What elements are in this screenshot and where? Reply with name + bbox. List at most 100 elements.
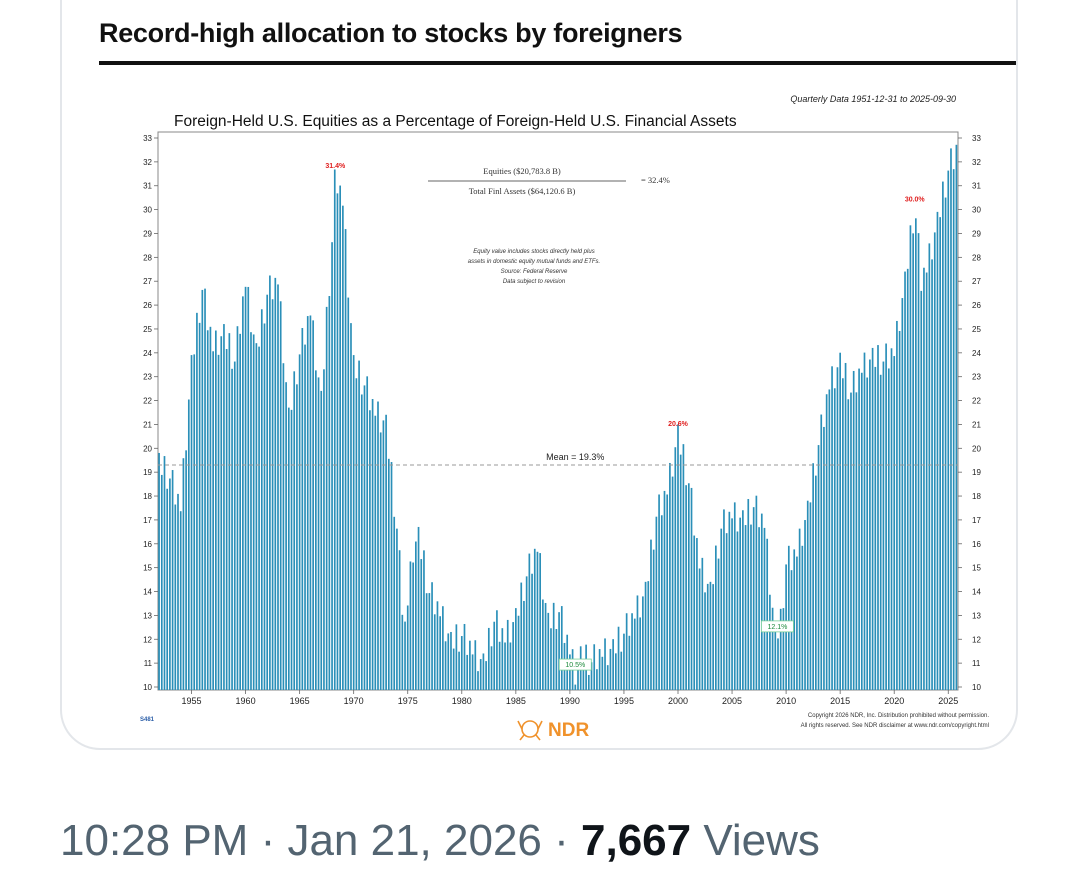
y-tick-label-right: 25 — [972, 325, 981, 334]
bar — [806, 500, 809, 690]
bar — [620, 651, 623, 690]
bar — [350, 323, 352, 690]
bar — [952, 169, 955, 690]
bar — [931, 259, 933, 690]
bar — [723, 509, 725, 690]
bar — [577, 664, 579, 690]
bar — [836, 367, 839, 690]
bar — [160, 474, 163, 690]
y-tick-label-right: 27 — [972, 277, 981, 286]
bar — [315, 370, 317, 690]
bar — [766, 538, 769, 690]
bar — [312, 320, 314, 690]
bar — [639, 617, 641, 690]
bar — [855, 392, 858, 690]
bar — [825, 394, 828, 690]
bar — [863, 352, 866, 690]
bar — [212, 351, 214, 690]
bar — [782, 608, 785, 690]
bar — [920, 290, 923, 690]
bar — [917, 233, 920, 690]
bar — [233, 361, 236, 690]
bar — [255, 343, 258, 690]
bar — [904, 271, 906, 690]
formula-result: = 32.4% — [641, 175, 670, 185]
bar — [882, 361, 885, 690]
bar — [898, 330, 901, 690]
bar — [423, 550, 425, 690]
bar — [844, 362, 847, 690]
x-tick-label: 1975 — [398, 696, 418, 706]
bar — [582, 665, 585, 690]
headline-rule — [99, 61, 1016, 65]
bar — [842, 378, 844, 690]
bar — [609, 648, 612, 690]
bar — [885, 343, 887, 690]
bar — [479, 659, 482, 690]
bar — [404, 621, 406, 690]
bar — [606, 665, 609, 690]
annotation-label: 30.0% — [905, 197, 926, 204]
bar — [358, 360, 360, 690]
bar — [442, 606, 444, 690]
bar — [223, 324, 225, 690]
bar — [220, 336, 223, 690]
bar — [228, 333, 231, 690]
bar — [852, 370, 855, 690]
bar — [823, 426, 825, 690]
bar — [550, 628, 552, 690]
bar — [950, 148, 952, 690]
bar — [317, 377, 320, 690]
annotation-box — [761, 620, 794, 633]
bar — [915, 218, 917, 690]
y-tick-label-right: 32 — [972, 158, 981, 167]
bar — [674, 447, 677, 690]
bar — [558, 612, 560, 690]
bar — [177, 493, 179, 690]
bar — [474, 640, 477, 690]
bar — [760, 513, 763, 690]
bar — [506, 619, 509, 690]
bar — [712, 584, 714, 690]
bar — [693, 535, 696, 690]
bar — [690, 487, 693, 690]
bar — [947, 170, 950, 690]
bar — [279, 301, 282, 690]
bar — [185, 450, 187, 690]
bar — [750, 524, 752, 690]
y-tick-label-left: 16 — [143, 540, 152, 549]
bar — [439, 616, 441, 690]
bar — [469, 640, 471, 690]
bar — [569, 654, 571, 690]
bar — [412, 562, 414, 690]
bar — [658, 494, 660, 690]
y-tick-label-left: 10 — [143, 683, 152, 692]
annotation-label: 20.6% — [668, 421, 689, 428]
bar — [663, 490, 666, 690]
annotation-label: 12.1% — [768, 624, 788, 631]
y-tick-label-right: 16 — [972, 540, 981, 549]
annotation-label: 31.4% — [325, 163, 346, 170]
bar — [828, 389, 831, 690]
bar — [333, 169, 336, 691]
y-tick-label-left: 23 — [143, 373, 152, 382]
bar — [458, 651, 460, 690]
bar — [277, 284, 279, 690]
bar — [763, 527, 766, 690]
note-line-1: Equity value includes stocks directly he… — [473, 249, 594, 255]
post-time[interactable]: 10:28 PM — [60, 816, 249, 865]
x-tick-label: 2000 — [668, 696, 688, 706]
bar — [528, 553, 531, 690]
bar — [355, 378, 358, 690]
bar — [798, 528, 801, 690]
bar — [536, 551, 539, 690]
post-date[interactable]: Jan 21, 2026 — [287, 816, 542, 865]
y-tick-label-left: 18 — [143, 492, 152, 501]
bar — [336, 193, 339, 691]
chart-subtitle: Quarterly Data 1951-12-31 to 2025-09-30 — [790, 94, 956, 104]
bar — [325, 306, 328, 690]
bar — [552, 602, 555, 690]
bar — [717, 558, 720, 690]
bar — [858, 368, 860, 690]
bar — [509, 642, 512, 690]
